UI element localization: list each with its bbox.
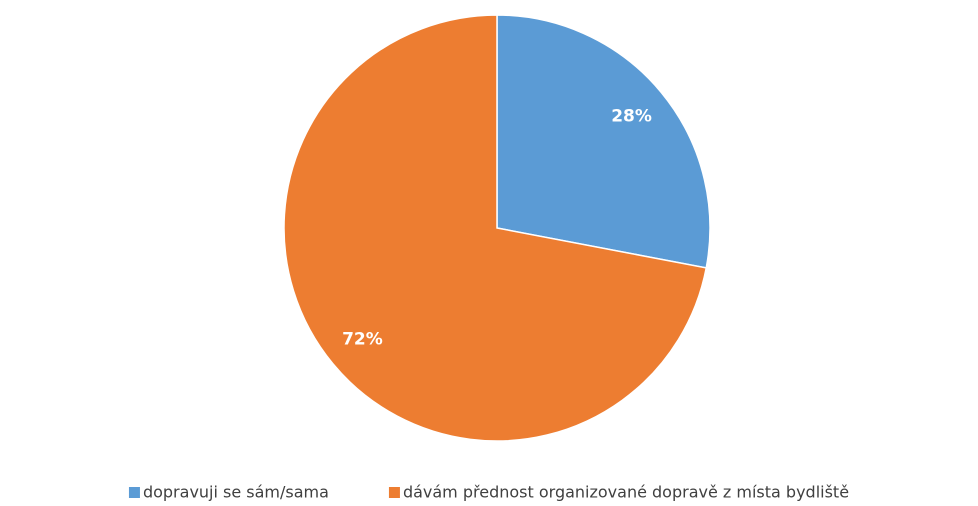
pie-slice: [283, 14, 708, 442]
data-label: 72%: [342, 329, 383, 349]
legend-label: dopravuji se sám/sama: [143, 483, 329, 502]
legend-swatch: [388, 487, 400, 498]
data-label: 28%: [611, 107, 652, 127]
legend-swatch: [128, 487, 140, 498]
legend-label: dávám přednost organizované dopravě z mí…: [403, 483, 849, 502]
pie-slice: [496, 14, 711, 269]
